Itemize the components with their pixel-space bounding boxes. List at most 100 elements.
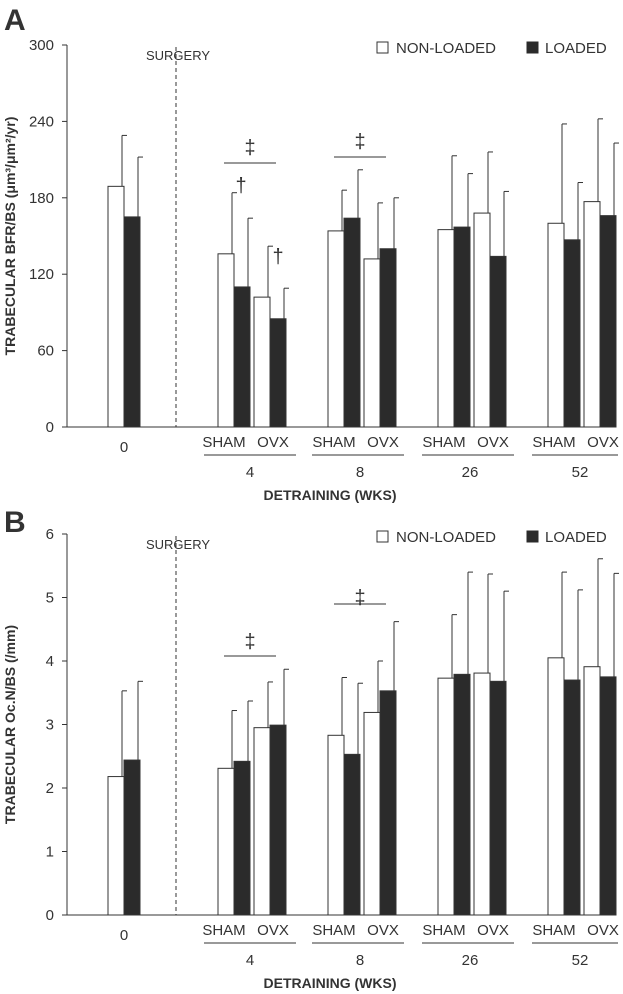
panel-a-bar-non-loaded [107,185,125,428]
panel-a-legend-swatch-non-loaded [376,41,389,54]
panel-a-y-tick-label: 120 [29,266,54,283]
panel-a-bar-non-loaded [473,212,491,428]
panel-b-x-label-week: 52 [572,952,589,969]
panel-b-y-tick-label: 6 [46,526,54,543]
panel-b-bar-loaded [269,724,287,916]
panel-a-y-axis-title: TRABECULAR BFR/BS (μm³/μm²/yr) [2,117,18,356]
panel-b-y-tick-label: 2 [46,780,54,797]
panel-a-x-sublabel-sham: SHAM [202,434,245,451]
panel-a-legend-label-non-loaded: NON-LOADED [396,40,496,57]
panel-b-legend-label-loaded: LOADED [545,529,607,546]
panel-a-x-sublabel-ovx: OVX [477,434,509,451]
panel-a-y-tick-label: 300 [29,37,54,54]
panel-b-y-tick-label: 4 [46,653,54,670]
panel-a-letter: A [4,4,26,37]
panel-b-x-sublabel-sham: SHAM [422,922,465,939]
panel-a-bar-non-loaded [253,296,271,428]
panel-a-x-sublabel-sham: SHAM [312,434,355,451]
panel-b-y-axis-title: TRABECULAR Oc.N/BS (/mm) [2,625,18,824]
panel-b-bar-loaded [489,680,507,916]
panel-a-bar-loaded [563,239,581,428]
panel-b-bar-non-loaded [327,734,345,916]
panel-b-y-tick-label: 1 [46,844,54,861]
panel-a-legend-swatch-loaded [526,41,539,54]
panel-b-bar-loaded [599,676,617,916]
panel-a-x-sublabel-ovx: OVX [367,434,399,451]
panel-a-x-sublabel-ovx: OVX [257,434,289,451]
panel-b-bar-loaded [563,679,581,916]
panel-b-y-tick-label: 5 [46,590,54,607]
panel-b-x-sublabel-ovx: OVX [367,922,399,939]
panel-a-bar-loaded [123,216,141,428]
panel-a-y-tick-label: 240 [29,113,54,130]
panel-b-x-label-week: 26 [462,952,479,969]
panel-b-bar-loaded [233,760,251,916]
panel-a-bar-loaded [343,217,361,428]
panel-a-legend: NON-LOADED LOADED [376,40,607,57]
panel-a-marks: 0 60 120 180 240 300 TRABECULAR BFR/BS (μm³/μm… [2,37,619,503]
panel-a-significance-marker: ‡ [354,131,365,153]
panel-b-letter: B [4,506,26,539]
panel-a-bar-non-loaded [217,253,235,428]
panel-a-y-tick-label: 60 [37,343,54,360]
panel-b-x-sublabel-sham: SHAM [532,922,575,939]
panel-b-bar-non-loaded [363,711,381,916]
panel-a-bar-non-loaded [363,258,381,428]
panel-b-bar-non-loaded [547,657,565,916]
panel-a-x-label-week: 8 [356,464,364,481]
panel-a-bar-non-loaded [547,222,565,428]
panel-a-bar-loaded [599,215,617,428]
panel-a-x-label-week: 26 [462,464,479,481]
panel-a-x-label-week: 52 [572,464,589,481]
panel-a-x-sublabel-ovx: OVX [587,434,619,451]
panel-b-x-sublabel-ovx: OVX [257,922,289,939]
panel-a-y-tick-label: 180 [29,190,54,207]
panel-b-bar-non-loaded [437,677,455,916]
panel-a-legend-label-loaded: LOADED [545,40,607,57]
panel-a-bar-loaded [233,286,251,428]
panel-a-x-sublabel-sham: SHAM [532,434,575,451]
panel-b-x-sublabel-sham: SHAM [202,922,245,939]
panel-b-legend-swatch-non-loaded [376,530,389,543]
panel-a-x-label-week: 4 [246,464,254,481]
panel-b-marks: 0 1 2 3 4 5 6 TRABECULAR Oc.N/BS (/mm) SURGERY NO… [2,526,619,991]
panel-b-bar-loaded [453,673,471,916]
panel-b-surgery-label: SURGERY [146,537,210,552]
panel-b-bar-non-loaded [107,776,125,916]
panel-b-legend: NON-LOADED LOADED [376,529,607,546]
panel-a-significance-marker: ‡ [244,137,255,159]
panel-b-legend-label-non-loaded: NON-LOADED [396,529,496,546]
panel-b-bar-loaded [379,690,397,916]
panel-b-bar-loaded [343,753,361,916]
panel-a-bar-non-loaded [437,229,455,428]
panel-b-bar-non-loaded [473,672,491,916]
panel-b: B 0 1 2 3 4 5 6 TRABECULAR Oc.N/BS (/mm) SURGERY… [2,506,619,991]
panel-a-dagger-marker: † [235,175,246,197]
panel-a-bar-loaded [489,255,507,428]
panel-a-bar-non-loaded [327,230,345,428]
panel-b-legend-swatch-loaded [526,530,539,543]
panel-b-x-sublabel-ovx: OVX [587,922,619,939]
panel-b-x-sublabel-ovx: OVX [477,922,509,939]
panel-a-x-axis-title: DETRAINING (WKS) [264,487,397,503]
panel-a: A 0 60 120 180 240 300 TRABECULAR BFR/BS (μm³/… [2,4,619,503]
panel-a-x-sublabel-sham: SHAM [422,434,465,451]
panel-b-bar-non-loaded [253,727,271,916]
panel-b-bar-non-loaded [217,767,235,916]
panel-a-bar-loaded [453,226,471,428]
panel-a-dagger-marker: † [272,246,283,268]
panel-a-bar-non-loaded [583,201,601,428]
panel-b-x-sublabel-sham: SHAM [312,922,355,939]
panel-a-surgery-label: SURGERY [146,48,210,63]
panel-b-x-axis-title: DETRAINING (WKS) [264,975,397,991]
panel-a-bar-loaded [379,248,397,428]
panel-b-bar-non-loaded [583,666,601,916]
panel-b-x-label-week: 8 [356,952,364,969]
panel-b-x-label-baseline: 0 [120,927,128,944]
panel-a-bar-loaded [269,318,287,428]
panel-b-significance-marker: ‡ [354,587,365,609]
panel-b-bar-loaded [123,759,141,916]
panel-b-x-label-week: 4 [246,952,254,969]
panel-b-y-tick-label: 3 [46,717,54,734]
